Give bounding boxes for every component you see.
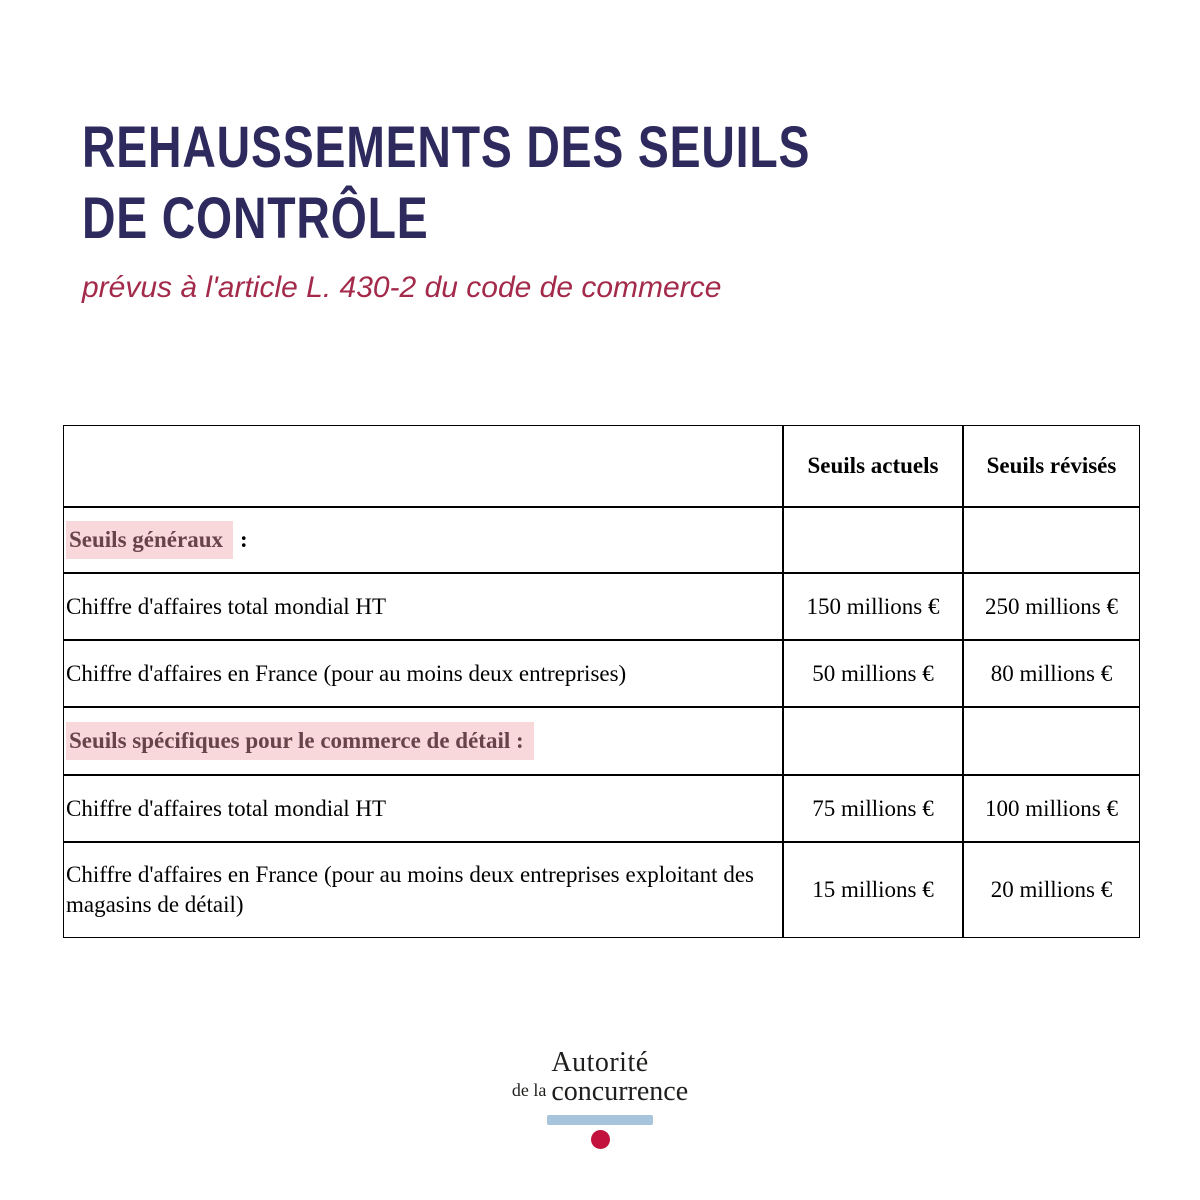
row-label: Seuils généraux:: [63, 507, 783, 573]
logo-red-dot-icon: [590, 1130, 610, 1149]
logo-text-concurrence: concurrence: [551, 1076, 689, 1107]
section-row-seuils-specifiques: Seuils spécifiques pour le commerce de d…: [63, 707, 1140, 775]
logo-line-2: de la concurrence: [470, 1078, 730, 1108]
value-cell-actuel: 15 millions €: [783, 842, 963, 938]
row-label: Chiffre d'affaires en France (pour au mo…: [63, 640, 783, 707]
col-header-seuils-revises: Seuils révisés: [963, 425, 1140, 507]
value-cell-revise: 80 millions €: [963, 640, 1140, 707]
page-title: REHAUSSEMENTS DES SEUILS DE CONTRÔLE: [82, 112, 930, 254]
value-cell-revise: 250 millions €: [963, 573, 1140, 640]
value-cell-revise: [963, 707, 1140, 775]
data-row-france-general: Chiffre d'affaires en France (pour au mo…: [63, 640, 1140, 707]
title-line-2: DE CONTRÔLE: [82, 186, 429, 251]
label-suffix: :: [239, 527, 248, 552]
logo-text-de-la: de la: [511, 1080, 547, 1100]
value-cell-revise: [963, 507, 1140, 573]
row-label: Chiffre d'affaires total mondial HT: [63, 775, 783, 842]
value-cell-actuel: [783, 707, 963, 775]
highlight-label: Seuils spécifiques pour le commerce de d…: [66, 722, 534, 760]
autorite-concurrence-logo: Autorité de la concurrence: [470, 1048, 730, 1149]
logo-blue-bar: [547, 1115, 653, 1125]
row-label-text: Chiffre d'affaires en France (pour au mo…: [66, 862, 754, 917]
value-cell-actuel: [783, 507, 963, 573]
highlight-label: Seuils généraux: [66, 521, 233, 559]
section-row-seuils-generaux: Seuils généraux:: [63, 507, 1140, 573]
page-subtitle: prévus à l'article L. 430-2 du code de c…: [82, 271, 722, 304]
col-header-seuils-actuels: Seuils actuels: [783, 425, 963, 507]
row-label: Seuils spécifiques pour le commerce de d…: [63, 707, 783, 775]
thresholds-table: Seuils actuels Seuils révisés Seuils gén…: [63, 425, 1140, 938]
data-row-france-detail: Chiffre d'affaires en France (pour au mo…: [63, 842, 1140, 938]
data-row-mondial-ht-detail: Chiffre d'affaires total mondial HT 75 m…: [63, 775, 1140, 842]
logo-text-autorite: Autorité: [551, 1047, 649, 1078]
value-cell-revise: 100 millions €: [963, 775, 1140, 842]
value-cell-actuel: 150 millions €: [783, 573, 963, 640]
value-cell-revise: 20 millions €: [963, 842, 1140, 938]
title-line-1: REHAUSSEMENTS DES SEUILS: [82, 115, 811, 180]
row-label: Chiffre d'affaires en France (pour au mo…: [63, 842, 783, 938]
value-cell-actuel: 75 millions €: [783, 775, 963, 842]
row-label: Chiffre d'affaires total mondial HT: [63, 573, 783, 640]
data-row-mondial-ht-general: Chiffre d'affaires total mondial HT 150 …: [63, 573, 1140, 640]
header-spacer-cell: [63, 425, 783, 507]
table-header-row: Seuils actuels Seuils révisés: [63, 425, 1140, 507]
value-cell-actuel: 50 millions €: [783, 640, 963, 707]
thresholds-table-container: Seuils actuels Seuils révisés Seuils gén…: [63, 425, 1140, 938]
header: REHAUSSEMENTS DES SEUILS DE CONTRÔLE pré…: [82, 112, 1142, 304]
